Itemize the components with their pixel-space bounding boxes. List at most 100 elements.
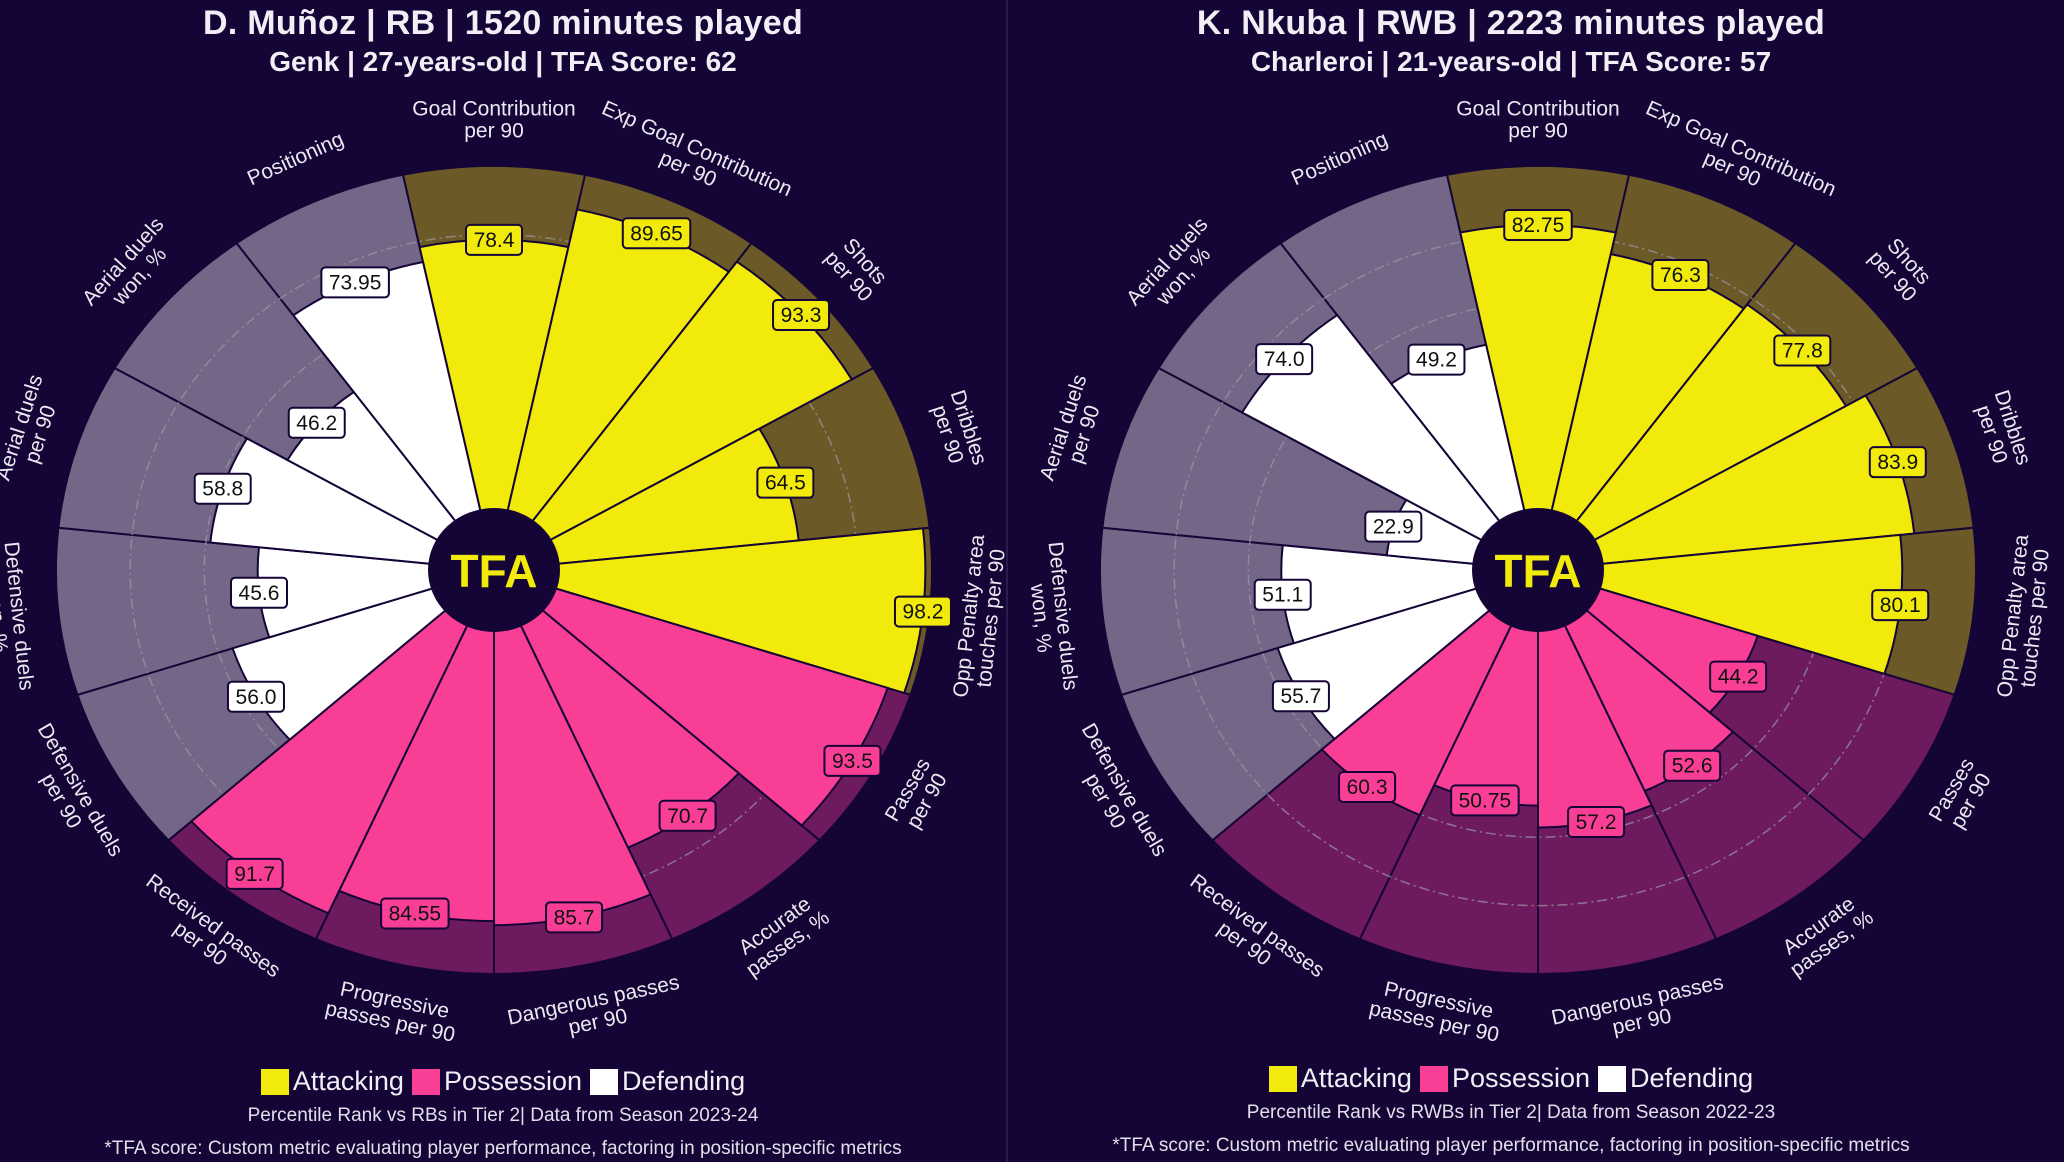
footnote: *TFA score: Custom metric evaluating pla… [1112,1135,1910,1156]
value-label-box [1253,578,1312,611]
value-label: 45.6 [229,576,288,609]
value-label: 57.2 [1567,805,1626,838]
value-label-box [772,299,831,332]
value-label-box [320,266,390,299]
value-label: 73.95 [320,266,390,299]
value-label-box [893,595,952,628]
value-label: 98.2 [893,595,952,628]
value-label-text: 64.5 [765,472,806,495]
pizza-chart-munoz: Goal Contribution per 90 Exp Goal Contribu… [0,97,1006,1051]
legend: Attacking Possession Defending [1008,1063,2014,1094]
value-label-box [1651,258,1710,291]
value-label-text: 91.7 [234,863,275,886]
value-labels: 82.75 76.3 77.8 83.9 80.1 44.2 52.6 57.2 50.75 60… [1253,208,1930,838]
legend-swatch-attacking [1268,1065,1297,1092]
value-label-box [225,857,284,890]
value-label: 77.8 [1773,334,1832,367]
axis-label: Dribblesper 90 [925,387,992,474]
axis-label: Opp Penalty areatouches per 90 [1993,533,2055,701]
legend-swatch-defending [590,1068,619,1095]
value-label-text: 93.5 [832,750,873,773]
value-label-box [1868,446,1927,479]
axis-label: Defensive duelswon, % [0,540,38,693]
player-panel-nkuba: Goal Contribution per 90 Exp Goal Contribu… [1008,0,2054,1162]
value-label-box [823,744,882,777]
axis-label: Shotsper 90 [1864,232,1937,306]
value-labels: 78.4 89.65 93.3 64.5 98.2 93.5 70.7 85.7 84.55 91… [193,217,952,934]
value-label: 93.3 [772,299,831,332]
chart-title: D. Muñoz | RB | 1520 minutes played [202,4,804,42]
value-label-text: 44.2 [1718,666,1759,689]
value-label: 49.2 [1407,343,1466,376]
value-label-box [1255,343,1314,376]
value-label: 70.7 [658,799,717,832]
value-label-box [1871,589,1930,622]
value-label-box [658,799,717,832]
bars [189,208,927,927]
legend-item-defending: Defending [590,1066,745,1097]
value-label-text: 56.0 [236,686,277,709]
chart-subtitle: Genk | 27-years-old | TFA Score: 62 [269,46,737,77]
value-label-text: 83.9 [1877,451,1918,474]
axis-label-line: Goal Contribution [412,98,575,121]
legend: Attacking Possession Defending [0,1066,1006,1097]
value-label-text: 73.95 [329,271,382,294]
value-label-box [287,406,346,439]
value-label-text: 89.65 [630,222,683,245]
tfa-logo: TFA [1472,508,1604,632]
value-label: 91.7 [225,857,284,890]
axis-label: Progressivepasses per 90 [323,975,461,1046]
axis-label-line: won, % [0,582,12,654]
value-label: 76.3 [1651,258,1710,291]
value-label-text: 74.0 [1264,348,1305,371]
legend-swatch-defending [1598,1065,1627,1092]
value-label: 93.5 [823,744,882,777]
value-label-box [1271,680,1330,713]
value-label: 82.75 [1503,208,1573,241]
value-label-box [226,680,285,713]
value-label-text: 98.2 [903,601,944,624]
center-circle [428,508,560,632]
value-label-text: 51.1 [1262,584,1303,607]
axis-label: Progressivepasses per 90 [1367,975,1505,1046]
axis-label: Positioning [244,128,347,191]
value-label-box [756,466,815,499]
value-label-text: 46.2 [296,412,337,435]
legend-item-possession: Possession [411,1066,582,1097]
value-label: 46.2 [287,406,346,439]
axis-label-line: per 90 [464,120,524,143]
legend-swatch-attacking [260,1068,289,1095]
value-label-text: 45.6 [239,582,280,605]
value-label-text: 84.55 [389,902,442,925]
value-label-box [229,576,288,609]
axis-label-line: Goal Contribution [1456,98,1619,121]
tfa-logo: TFA [428,508,560,632]
value-label-text: 78.4 [474,229,515,252]
chart-title: K. Nkuba | RWB | 2223 minutes played [1196,4,1826,42]
value-label: 52.6 [1663,749,1722,782]
footnote: *TFA score: Custom metric evaluating pla… [104,1138,902,1159]
axis-label: Aerial duelsper 90 [0,372,68,490]
axis-label: Passesper 90 [881,754,954,836]
pizza-chart-nkuba: Goal Contribution per 90 Exp Goal Contribu… [1022,97,2055,1047]
legend-item-possession: Possession [1419,1063,1590,1094]
value-label-text: 93.3 [781,304,822,327]
value-label: 22.9 [1364,510,1423,543]
value-label-text: 80.1 [1880,594,1921,617]
value-label-box [193,472,252,505]
value-label-text: 82.75 [1512,214,1565,237]
legend-label: Attacking [292,1066,404,1096]
value-label-box [1663,749,1722,782]
data-source-note: Percentile Rank vs RBs in Tier 2| Data f… [247,1105,759,1126]
value-label: 50.75 [1450,784,1520,817]
axis-label: Dribblesper 90 [1969,387,2036,474]
legend-item-attacking: Attacking [1268,1063,1412,1094]
axis-label: Defensive duelswon, % [1022,540,1082,693]
legend-label: Defending [622,1066,746,1096]
axis-label: Dangerous passesper 90 [505,971,686,1051]
value-label: 85.7 [545,901,604,934]
value-label-box [380,897,450,930]
value-label-box [1364,510,1423,543]
value-label-text: 58.8 [202,478,243,501]
value-label-box [545,901,604,934]
